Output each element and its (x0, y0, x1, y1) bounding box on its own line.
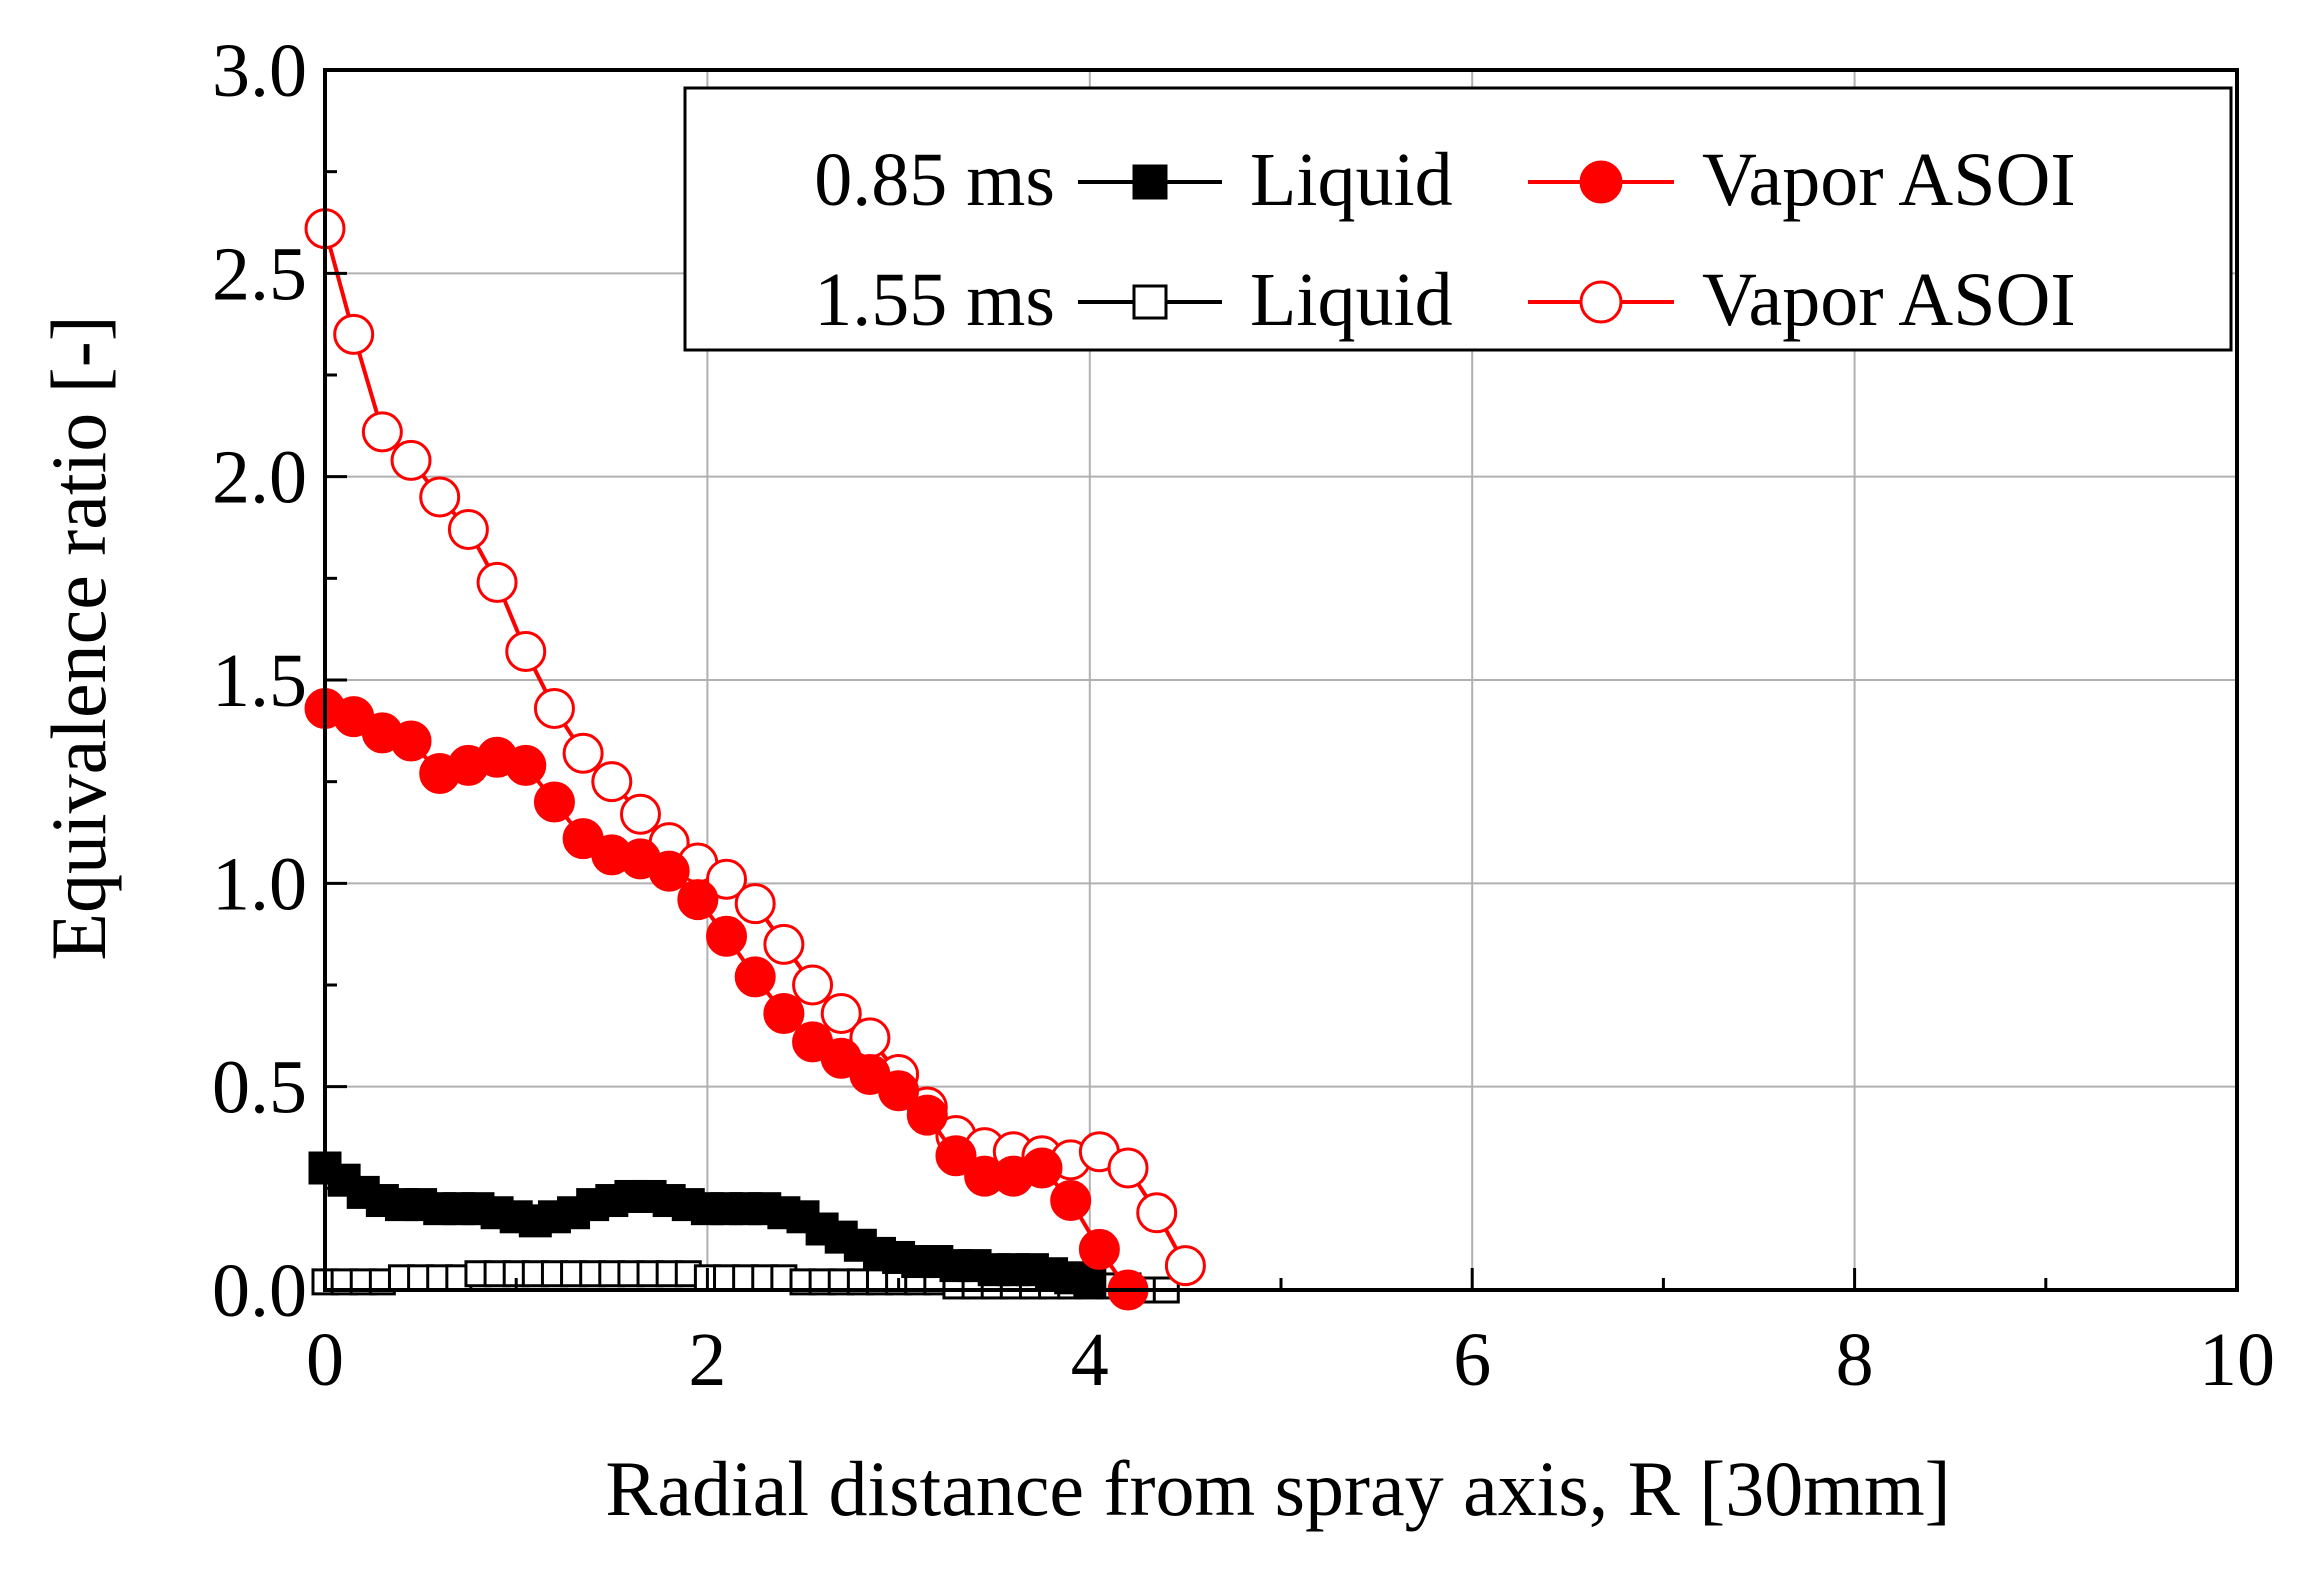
data-point-0-85-ms-vapor-asoi (878, 1070, 920, 1112)
series-0-85-ms-liquid (308, 1151, 1107, 1299)
data-point-0-85-ms-vapor-asoi (677, 879, 719, 921)
series-0-85-ms-vapor-asoi (304, 687, 1149, 1311)
legend: 0.85 ms Liquid Vapor ASOI 1.55 ms Liquid… (683, 86, 2233, 352)
data-point-1-55-ms-vapor-asoi (1164, 1245, 1206, 1287)
legend-row2-liquid-marker (1132, 284, 1168, 320)
x-tick-label: 4 (1071, 1318, 1109, 1402)
ticks (323, 68, 2239, 1292)
x-tick-label: 8 (1836, 1318, 1874, 1402)
data-point-1-55-ms-vapor-asoi (1107, 1147, 1149, 1189)
data-point-0-85-ms-vapor-asoi (734, 956, 776, 998)
legend-row1-time: 0.85 ms (814, 138, 1055, 222)
tick-labels: 0 2 4 6 8 10 0.0 0.5 1.0 1.5 2.0 2.5 3.0 (212, 29, 2275, 1402)
y-tick-label: 1.0 (212, 842, 307, 926)
data-point-1-55-ms-vapor-asoi (820, 992, 862, 1034)
legend-row1-vapor-label: Vapor ASOI (1702, 138, 2076, 222)
y-tick-label: 3.0 (212, 29, 307, 113)
legend-row2-liquid-label: Liquid (1250, 258, 1453, 342)
legend-row2-vapor-label: Vapor ASOI (1702, 258, 2076, 342)
data-point-1-55-ms-vapor-asoi (734, 883, 776, 925)
data-point-0-85-ms-vapor-asoi (935, 1135, 977, 1177)
data-point-1-55-ms-vapor-asoi (361, 411, 403, 453)
data-point-1-55-ms-vapor-asoi (706, 858, 748, 900)
data-point-1-55-ms-vapor-asoi (447, 509, 489, 551)
legend-row1-vapor-marker (1579, 160, 1623, 204)
series-1-55-ms-vapor-asoi (304, 208, 1206, 1287)
y-axis-title: Equivalence ratio [-] (35, 315, 122, 960)
y-tick-label: 0.0 (212, 1249, 307, 1333)
data-point-1-55-ms-vapor-asoi (533, 687, 575, 729)
data-point-1-55-ms-vapor-asoi (1136, 1192, 1178, 1234)
data-point-0-85-ms-vapor-asoi (390, 720, 432, 762)
data-point-0-85-ms-vapor-asoi (1021, 1147, 1063, 1189)
legend-row2-time: 1.55 ms (814, 258, 1055, 342)
data-point-1-55-ms-vapor-asoi (476, 561, 518, 603)
y-tick-label: 0.5 (212, 1046, 307, 1130)
x-tick-label: 0 (306, 1318, 344, 1402)
data-point-0-85-ms-vapor-asoi (763, 992, 805, 1034)
legend-row2-vapor-marker (1579, 280, 1623, 324)
data-point-0-85-ms-vapor-asoi (505, 744, 547, 786)
x-tick-label: 2 (688, 1318, 726, 1402)
data-point-1-55-ms-vapor-asoi (591, 761, 633, 803)
data-point-1-55-ms-vapor-asoi (390, 439, 432, 481)
data-point-1-55-ms-vapor-asoi (419, 476, 461, 518)
data-point-0-85-ms-vapor-asoi (533, 781, 575, 823)
data-point-0-85-ms-vapor-asoi (1050, 1180, 1092, 1222)
legend-row1-liquid-marker (1132, 164, 1168, 200)
y-tick-label: 2.0 (212, 436, 307, 520)
legend-box (683, 86, 2233, 352)
data-point-1-55-ms-vapor-asoi (562, 732, 604, 774)
legend-row1-liquid-label: Liquid (1250, 138, 1453, 222)
y-tick-label: 1.5 (212, 639, 307, 723)
data-point-1-55-ms-vapor-asoi (763, 923, 805, 965)
data-point-0-85-ms-vapor-asoi (906, 1094, 948, 1136)
data-point-0-85-ms-vapor-asoi (706, 915, 748, 957)
data-point-1-55-ms-vapor-asoi (619, 793, 661, 835)
series-layer (304, 208, 1206, 1311)
data-point-0-85-ms-vapor-asoi (1078, 1228, 1120, 1270)
x-tick-label: 10 (2199, 1318, 2275, 1402)
y-tick-label: 2.5 (212, 232, 307, 316)
data-point-1-55-ms-vapor-asoi (505, 631, 547, 673)
x-tick-label: 6 (1453, 1318, 1491, 1402)
data-point-1-55-ms-vapor-asoi (333, 313, 375, 355)
x-axis-title: Radial distance from spray axis, R [30mm… (605, 1445, 1950, 1532)
data-point-0-85-ms-vapor-asoi (648, 850, 690, 892)
data-point-1-55-ms-vapor-asoi (792, 964, 834, 1006)
